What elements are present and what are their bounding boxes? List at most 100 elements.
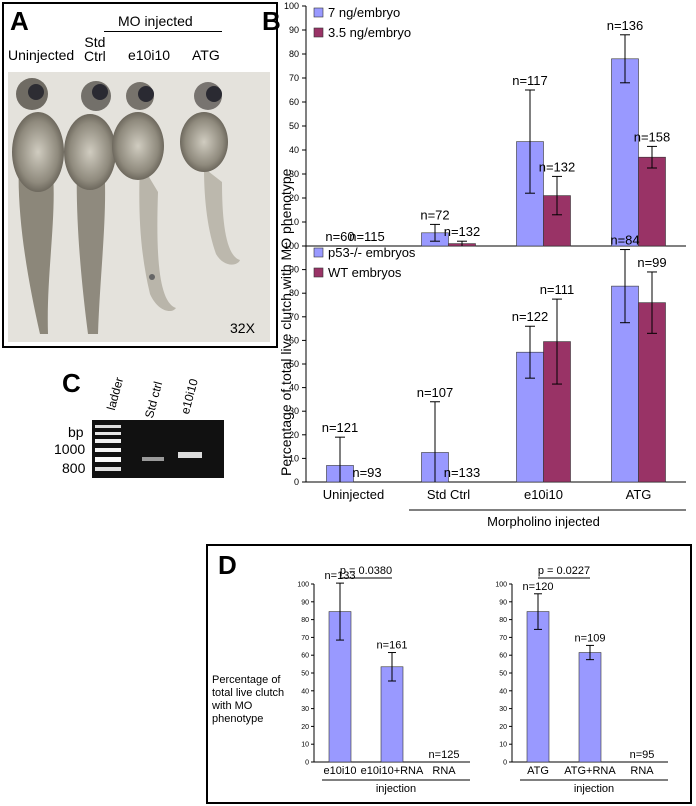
panel-b-top-n-label: n=132 xyxy=(444,224,481,239)
panel-b-category-label: Uninjected xyxy=(323,487,384,502)
panel-c-letter: C xyxy=(62,368,81,398)
panel-d-right-ytick-label: 70 xyxy=(499,635,507,642)
panel-d-right-n-label: n=120 xyxy=(523,581,554,593)
panel-d-left-category-label: e10i10+RNA xyxy=(361,765,424,777)
panel-d-left-n-label: n=161 xyxy=(377,640,408,652)
panel-b-bottom-ytick-label: 100 xyxy=(284,241,299,251)
panel-b-top-legend-swatch xyxy=(313,7,324,18)
embryo-photo-drawing xyxy=(12,78,240,334)
panel-b-top-n-label: n=158 xyxy=(634,129,671,144)
panel-b-top-legend-label: 3.5 ng/embryo xyxy=(328,25,411,40)
panel-d-right-n-label: n=109 xyxy=(575,632,606,644)
panel-d-left-injection-label: injection xyxy=(376,783,416,795)
panel-b-bottom-ytick-label: 90 xyxy=(289,265,299,275)
panel-d-left-ytick-label: 80 xyxy=(301,617,309,624)
panel-b-top-ytick-label: 40 xyxy=(289,145,299,155)
panel-b-top-ytick-label: 20 xyxy=(289,193,299,203)
panel-d-right-pvalue: p = 0.0227 xyxy=(538,565,590,577)
panel-b-bottom-ytick-label: 40 xyxy=(289,383,299,393)
panel-b-bottom-n-label: n=84 xyxy=(610,233,639,248)
panel-d-left-pvalue: p = 0.0380 xyxy=(340,565,392,577)
gel-lane-ladder: ladder xyxy=(104,375,127,412)
col-uninjected: Uninjected xyxy=(8,47,75,63)
panel-b-top-ytick-label: 30 xyxy=(289,169,299,179)
panel-d-left-ytick-label: 20 xyxy=(301,724,309,731)
gel-bands xyxy=(95,425,202,471)
panel-b-bottom-ytick-label: 50 xyxy=(289,359,299,369)
panel-b-top-ytick-label: 50 xyxy=(289,121,299,131)
panel-b-bottom-n-label: n=99 xyxy=(637,255,666,270)
panel-b-top-n-label: n=136 xyxy=(607,18,644,33)
panel-b-bottom-n-label: n=133 xyxy=(444,465,481,480)
panel-d-right-category-label: RNA xyxy=(630,765,654,777)
panel-b-top-n-label: n=115 xyxy=(349,229,385,244)
col-std-ctrl: Std Ctrl xyxy=(84,34,106,64)
panel-d-ylabel: Percentage of total live clutch with MO … xyxy=(212,674,285,725)
panel-b-top-ytick-label: 10 xyxy=(289,217,299,227)
col-atg: ATG xyxy=(192,47,220,63)
panel-d-right-category-label: ATG xyxy=(527,765,549,777)
panel-b-letter: B xyxy=(262,6,281,36)
panel-b-top-ytick-label: 80 xyxy=(289,49,299,59)
panel-b-bottom-legend-swatch xyxy=(313,267,324,278)
panel-d-left-ytick-label: 100 xyxy=(297,582,309,589)
panel-d-left-category-label: e10i10 xyxy=(323,765,356,777)
panel-a-letter: A xyxy=(10,6,29,36)
panel-b-bottom-n-label: n=122 xyxy=(512,309,549,324)
mo-injected-line xyxy=(104,31,222,32)
panel-b-top-n-label: n=132 xyxy=(539,159,576,174)
panel-b-bottom-n-label: n=111 xyxy=(540,282,575,297)
panel-b-category-label: ATG xyxy=(626,487,652,502)
panel-d-left-n-label: n=125 xyxy=(429,749,460,761)
panel-d-left-ytick-label: 90 xyxy=(301,599,309,606)
panel-a-frame xyxy=(2,2,278,348)
panel-d-letter: D xyxy=(218,550,237,580)
panel-b-category-label: Std Ctrl xyxy=(427,487,470,502)
panel-b-bottom-legend-label: p53-/- embryos xyxy=(328,245,416,260)
embryo-photo xyxy=(8,72,270,342)
panel-d-left-ytick-label: 40 xyxy=(301,688,309,695)
panel-d-left-category-label: RNA xyxy=(432,765,456,777)
panel-b-top-n-label: n=72 xyxy=(420,207,449,222)
panel-b-bottom-ytick-label: 60 xyxy=(289,335,299,345)
panel-d-right-ytick-label: 50 xyxy=(499,671,507,678)
panel-d-left-ytick-label: 50 xyxy=(301,671,309,678)
panel-d-right-ytick-label: 100 xyxy=(495,582,507,589)
panel-b-bottom-n-label: n=93 xyxy=(352,465,381,480)
panel-b-bottom-ytick-label: 70 xyxy=(289,312,299,322)
panel-b-xlabel: Morpholino injected xyxy=(487,514,600,529)
panel-b-top-bar xyxy=(611,58,639,247)
gel-lane-stdctrl-wrap: Std ctrl xyxy=(138,368,165,420)
panel-d-frame xyxy=(206,544,692,804)
panel-b-top-n-label: n=60 xyxy=(325,229,354,244)
panel-b-top-bar xyxy=(638,156,666,247)
panel-d-right-ytick-label: 60 xyxy=(499,653,507,660)
panel-d-right-ytick-label: 10 xyxy=(499,742,507,749)
panel-d-right-injection-label: injection xyxy=(574,783,614,795)
panel-b-top-ytick-label: 100 xyxy=(284,1,299,11)
panel-d-right-ytick-label: 90 xyxy=(499,599,507,606)
gel-bp-label: bp xyxy=(68,424,84,440)
gel-lane-ladder-wrap: ladder xyxy=(100,368,126,412)
panel-b-bottom-ytick-label: 30 xyxy=(289,406,299,416)
panel-d-left-n-label: n=133 xyxy=(325,570,356,582)
panel-b-top-n-label: n=117 xyxy=(512,73,548,88)
panel-b-top-ytick-label: 70 xyxy=(289,73,299,83)
panel-d-right-n-label: n=95 xyxy=(630,749,655,761)
panel-d-left-ytick-label: 10 xyxy=(301,742,309,749)
panel-b-ylabel: Percentage of total live clutch with MO … xyxy=(278,168,294,476)
panel-d-left-ytick-label: 0 xyxy=(305,760,309,767)
panel-b-bottom-legend-label: WT embryos xyxy=(328,265,402,280)
panel-b-bottom-n-label: n=107 xyxy=(417,385,454,400)
panel-b-chart: 10 20 30 40 50 60 70 80 90 100 n=60 n=72 n=117 n=136 n… xyxy=(284,1,686,529)
panel-b-bottom-ytick-label: 20 xyxy=(289,430,299,440)
panel-b-bottom-ytick-label: 10 xyxy=(289,453,299,463)
panel-d-chart: 0102030405060708090100n=133e10i10n=161e1… xyxy=(297,565,668,795)
gel-image xyxy=(92,420,224,478)
panel-d-right-bar xyxy=(578,652,602,763)
panel-b-top-ytick-label: 90 xyxy=(289,25,299,35)
panel-d-right-ytick-label: 80 xyxy=(499,617,507,624)
panel-b-bottom-legend-swatch xyxy=(313,247,324,258)
col-e10i10: e10i10 xyxy=(128,47,171,63)
gel-lane-e10i10: e10i10 xyxy=(178,377,201,416)
